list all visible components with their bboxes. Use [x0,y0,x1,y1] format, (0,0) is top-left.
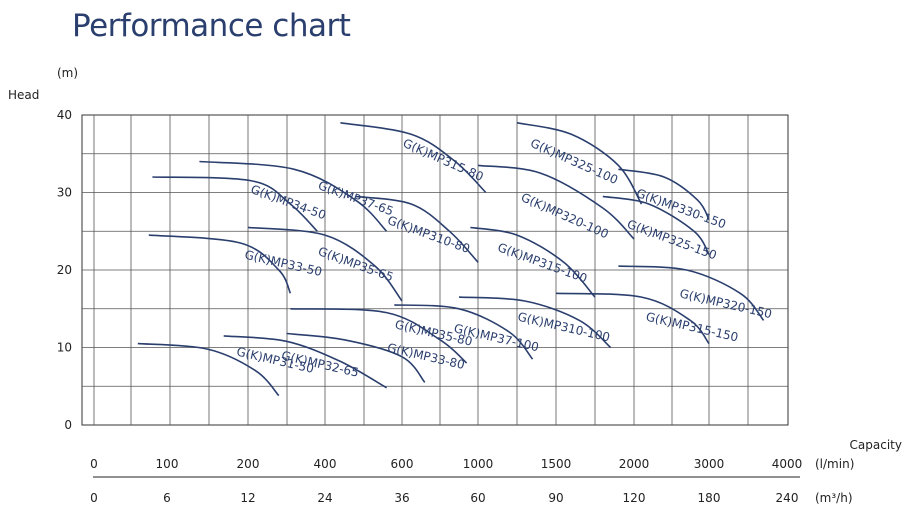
curves [137,122,765,397]
y-tick-label: 20 [57,263,72,277]
x-tick-label-lmin: 200 [237,457,260,471]
y-tick-label: 40 [57,108,72,122]
curve-gkmp310-80 [355,195,479,263]
y-tick-label: 0 [64,418,72,432]
curve-gkmp315-100 [470,226,596,298]
x-tick-label-lmin: 400 [314,457,337,471]
x-tick-label-lmin: 600 [391,457,414,471]
x-tick-label-m3h: 0 [90,491,98,505]
curve-gkmp320-100 [477,164,635,240]
x-tick-label-m3h: 12 [240,491,255,505]
curve-gkmp33-80 [286,332,426,383]
x-tick-label-m3h: 60 [470,491,485,505]
x-tick-label-m3h: 180 [698,491,721,505]
x-tick-label-lmin: 2000 [619,457,650,471]
curve-gkmp325-150 [602,195,710,255]
x-tick-label-m3h: 6 [163,491,171,505]
x-axis-unit-lmin: (l/min) [815,457,854,471]
curve-gkmp330-150 [618,168,710,221]
x-axis-label: Capacity [850,438,902,452]
curve-gkmp320-150 [618,265,765,321]
x-tick-label-lmin: 4000 [772,457,803,471]
x-tick-label-lmin: 1500 [541,457,572,471]
y-axis-label: Head [8,88,39,102]
curve-gkmp35-65 [247,226,403,302]
x-tick-label-m3h: 240 [776,491,799,505]
curve-gkmp310-100 [458,296,612,349]
curve-gkmp37-100 [394,304,534,360]
curve-gkmp32-65 [223,335,387,389]
y-axis-unit: (m) [57,66,78,80]
x-axis-unit-m3h: (m³/h) [815,491,853,505]
x-tick-label-lmin: 0 [90,457,98,471]
x-tick-label-m3h: 36 [394,491,409,505]
curve-gkmp33-50 [148,234,292,294]
y-tick-label: 30 [57,186,72,200]
chart-title: Performance chart [72,8,351,44]
grid [82,115,788,425]
y-tick-label: 10 [57,341,72,355]
x-tick-label-lmin: 100 [156,457,179,471]
y-axis: Head (m) 0 10 20 30 40 [8,66,78,432]
curve-gkmp325-100 [516,122,643,205]
curve-gkmp35-80 [290,308,468,364]
x-tick-label-m3h: 120 [623,491,646,505]
curve-gkmp315-80 [340,122,487,194]
curve-gkmp34-50 [152,176,318,232]
curve-gkmp31-50 [137,342,280,397]
x-tick-label-lmin: 1000 [463,457,494,471]
curve-gkmp37-65 [199,160,388,232]
x-tick-label-m3h: 24 [317,491,332,505]
x-tick-label-lmin: 3000 [694,457,725,471]
curve-gkmp315-150 [555,292,710,345]
x-tick-label-m3h: 90 [548,491,563,505]
